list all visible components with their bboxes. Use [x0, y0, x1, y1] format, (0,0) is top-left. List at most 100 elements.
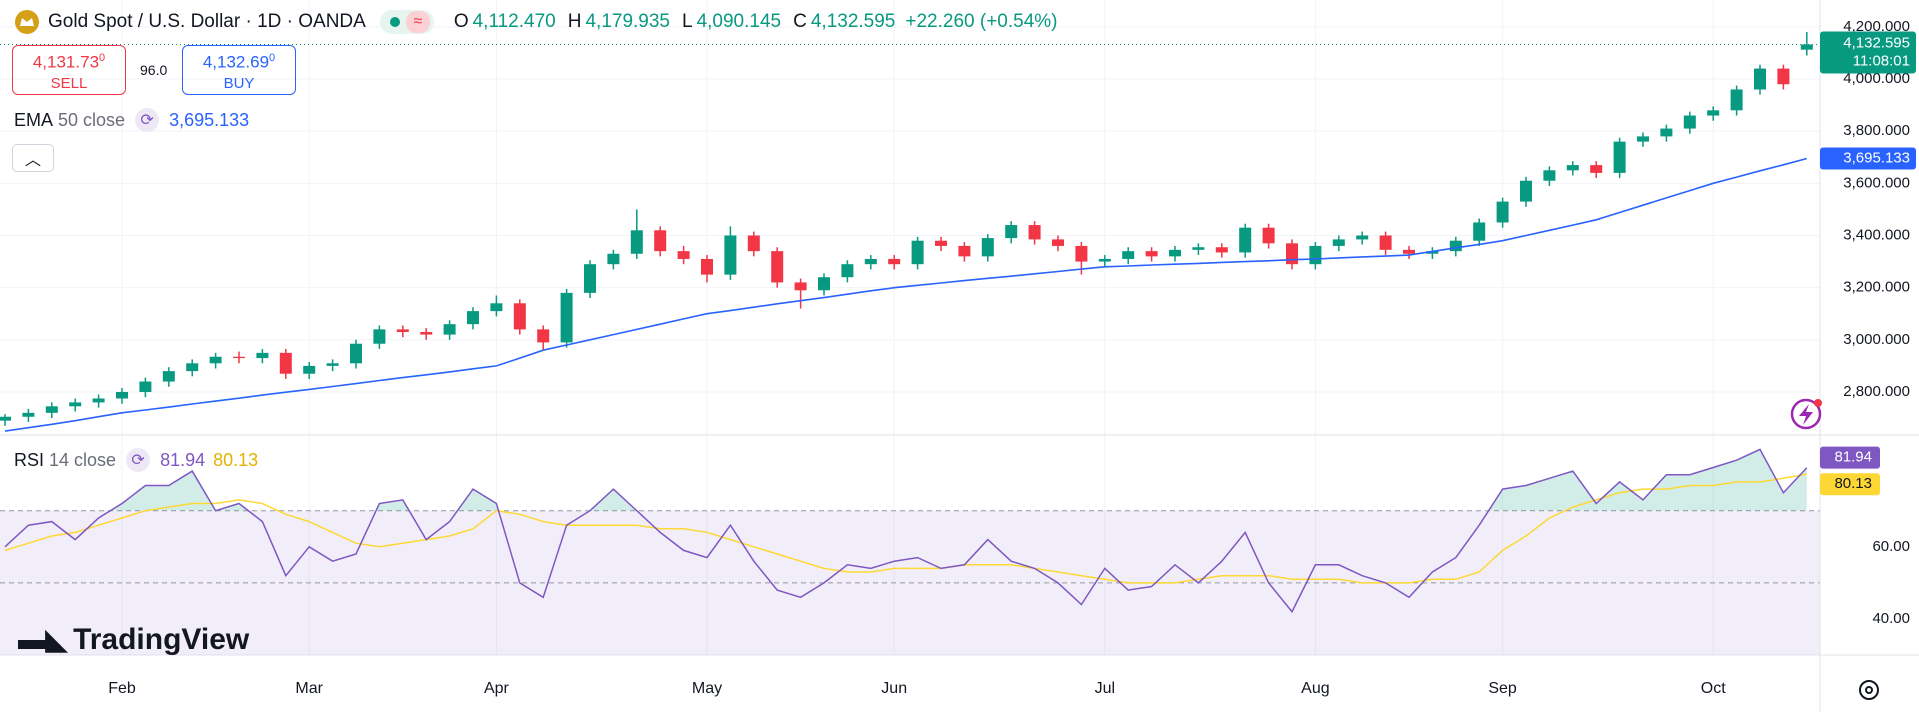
- candle-body: [279, 352, 292, 374]
- rsi-legend[interactable]: RSI 14 close ⟳ 81.94 80.13: [14, 448, 258, 472]
- rsi-icon[interactable]: ⟳: [126, 448, 151, 472]
- symbol-icon: [15, 10, 39, 34]
- x-tick-label: Mar: [295, 680, 323, 697]
- sell-label: SELL: [50, 74, 88, 92]
- candle-body: [841, 264, 854, 278]
- rsi-tag-label: 81.94: [1834, 449, 1872, 466]
- ohlc-key: H: [567, 11, 582, 32]
- candle-body: [747, 235, 760, 252]
- candle-body: [935, 240, 947, 246]
- x-tick-label: Jul: [1095, 680, 1115, 697]
- candle-body: [513, 303, 526, 330]
- y-tick-label: 4,000.000: [1843, 70, 1910, 87]
- candle-body: [911, 240, 924, 265]
- settings-icon[interactable]: [1859, 680, 1879, 700]
- ema-icon[interactable]: ⟳: [135, 108, 160, 132]
- candle-body: [420, 331, 433, 335]
- candle-body: [1637, 136, 1649, 142]
- sell-price-tail: 0: [99, 52, 106, 64]
- rsi-tag: [1820, 473, 1880, 496]
- candle-body: [1566, 165, 1579, 171]
- candle-body: [1754, 68, 1766, 90]
- candle-body: [607, 253, 620, 265]
- candle-body: [771, 251, 784, 283]
- change: +22.260 (+0.54%): [905, 11, 1058, 32]
- lightning-icon[interactable]: [1790, 398, 1822, 430]
- ohlc-key: L: [682, 11, 693, 32]
- candle-body: [630, 230, 643, 254]
- rsi-ma-line: [4, 473, 1807, 584]
- ohlc-value: 4,090.145: [696, 11, 782, 32]
- candle-body: [724, 235, 737, 275]
- candle-body: [1332, 239, 1345, 246]
- ohlc: O 4,112.470 H 4,179.935 L 4,090.145 C 4,132.595: [446, 11, 896, 33]
- candle-body: [1660, 128, 1673, 137]
- candle-body: [209, 356, 222, 364]
- candle-body: [373, 329, 386, 344]
- candle-body: [92, 398, 105, 403]
- candle-body: [1707, 110, 1720, 116]
- symbol-header: Gold Spot / U.S. Dollar · 1D · OANDA ≈ O…: [14, 8, 1058, 36]
- candle-body: [1356, 235, 1369, 240]
- collapse-button[interactable]: ︿: [12, 144, 54, 172]
- candle-body: [443, 324, 456, 335]
- candle-body: [1449, 240, 1462, 252]
- candle-body: [654, 230, 667, 252]
- last-price-tag: [1820, 31, 1916, 74]
- buy-button[interactable]: 4,132.690 BUY: [182, 45, 296, 95]
- symbol-title[interactable]: Gold Spot / U.S. Dollar · 1D · OANDA: [48, 11, 366, 32]
- candle-body: [1426, 251, 1439, 254]
- sell-button[interactable]: 4,131.730 SELL: [12, 45, 126, 95]
- candle-body: [1028, 225, 1041, 240]
- ohlc-value: 4,132.595: [810, 11, 896, 32]
- candle-body: [139, 381, 152, 392]
- candle-body: [256, 352, 269, 359]
- candle-body: [1262, 227, 1275, 244]
- candle-body: [888, 258, 901, 265]
- rsi-params: 14 close: [49, 449, 117, 470]
- candle-body: [490, 303, 503, 312]
- rsi-ma-value: 80.13: [213, 449, 259, 470]
- x-tick-label: Aug: [1301, 680, 1329, 697]
- candle-body: [677, 251, 690, 259]
- y-tick-label: 2,800.000: [1843, 383, 1910, 400]
- ema-tag: [1820, 147, 1916, 170]
- x-tick-label: Jun: [881, 680, 907, 697]
- candle-body: [1005, 225, 1018, 239]
- candle-body: [1473, 222, 1486, 241]
- status-badge[interactable]: ≈: [379, 10, 434, 34]
- countdown-label: 11:08:01: [1853, 52, 1910, 69]
- candle-body: [116, 391, 128, 399]
- brand-logo[interactable]: ▬◣ TradingView: [18, 622, 250, 657]
- rsi-value: 81.94: [160, 449, 206, 470]
- x-tick-label: Feb: [108, 680, 136, 697]
- rsi-tag: [1820, 446, 1880, 469]
- ohlc-key: C: [793, 11, 807, 32]
- candle-body: [303, 365, 316, 374]
- candle-body: [1145, 251, 1158, 257]
- y-tick-label: 3,600.000: [1843, 174, 1910, 191]
- candle-body: [0, 416, 11, 421]
- ohlc-key: O: [453, 11, 469, 32]
- spread: 96.0: [140, 62, 168, 78]
- candle-body: [326, 363, 339, 366]
- candle-body: [1192, 247, 1205, 250]
- y-tick-label: 3,400.000: [1843, 226, 1910, 243]
- buy-price: 4,132.69: [202, 52, 270, 72]
- candle-body: [958, 245, 971, 257]
- buy-price-tail: 0: [269, 52, 276, 64]
- x-tick-label: Oct: [1701, 680, 1726, 697]
- x-tick-label: May: [692, 680, 722, 697]
- ema-line: [4, 157, 1808, 432]
- ohlc-value: 4,112.470: [472, 11, 556, 32]
- candle-body: [701, 258, 713, 275]
- y-tick-label: 3,800.000: [1843, 122, 1910, 139]
- candle-body: [1520, 180, 1532, 202]
- candle-body: [1800, 44, 1813, 50]
- ema-legend[interactable]: EMA 50 close ⟳ 3,695.133: [14, 108, 249, 132]
- y-tick-label: 4,200.000: [1843, 18, 1910, 35]
- candle-body: [1239, 227, 1252, 253]
- candle-body: [1496, 201, 1509, 223]
